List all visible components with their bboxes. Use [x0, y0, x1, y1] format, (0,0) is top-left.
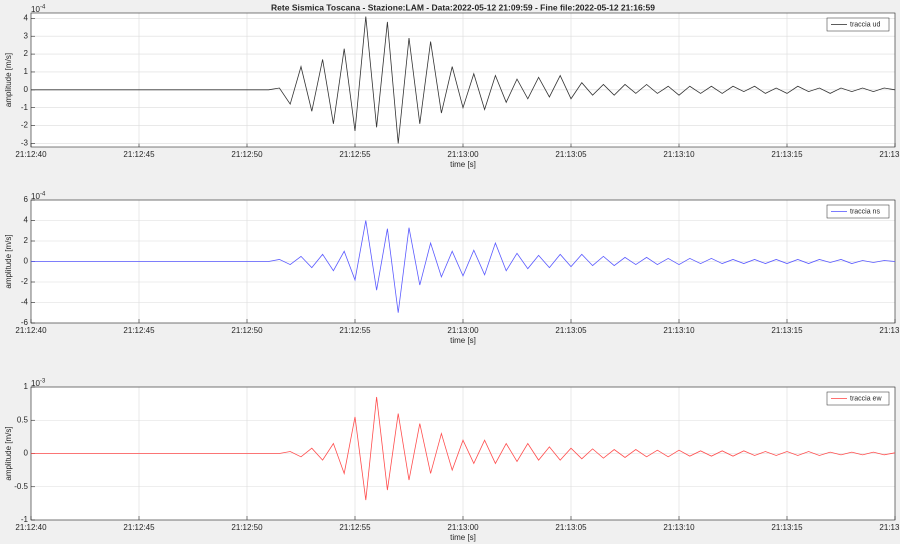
y-multiplier-exponent: -4 — [40, 5, 46, 11]
y-axis-label: amplitude [m/s] — [4, 234, 13, 288]
legend-label: traccia ew — [850, 395, 882, 402]
y-multiplier-base: 10 — [31, 192, 40, 201]
x-tick-label: 21:12:45 — [123, 150, 155, 159]
x-tick-label: 21:13:00 — [447, 150, 479, 159]
y-tick-label: -1 — [21, 103, 29, 112]
y-tick-label: 0.5 — [17, 415, 29, 424]
y-tick-label: -6 — [21, 318, 29, 327]
axes-frame — [30, 12, 896, 148]
x-tick-label: 21:13:10 — [663, 326, 695, 335]
y-tick-label: 0 — [24, 257, 29, 266]
y-tick-label: 4 — [24, 13, 29, 22]
legend-label: traccia ns — [850, 208, 880, 215]
x-tick-label: 21:13:20 — [879, 326, 900, 335]
x-axis-label: time [s] — [450, 533, 476, 542]
y-tick-label: -2 — [21, 277, 29, 286]
y-tick-label: 2 — [24, 236, 29, 245]
x-tick-label: 21:12:45 — [123, 523, 155, 532]
x-tick-label: 21:13:00 — [447, 326, 479, 335]
y-tick-label: 3 — [24, 31, 29, 40]
trace-line — [31, 16, 896, 144]
y-tick-label: 4 — [24, 216, 29, 225]
x-axis-label: time [s] — [450, 160, 476, 169]
trace-line — [31, 396, 896, 501]
x-tick-label: 21:12:55 — [339, 326, 371, 335]
x-tick-label: 21:12:45 — [123, 326, 155, 335]
x-tick-label: 21:12:40 — [15, 150, 47, 159]
y-multiplier-base: 10 — [31, 5, 40, 14]
y-tick-label: 1 — [24, 382, 29, 391]
x-tick-label: 21:12:55 — [339, 523, 371, 532]
x-tick-label: 21:13:10 — [663, 523, 695, 532]
x-tick-label: 21:13:00 — [447, 523, 479, 532]
x-tick-label: 21:13:10 — [663, 150, 695, 159]
legend-box — [826, 17, 890, 32]
y-tick-label: -3 — [21, 139, 29, 148]
x-tick-label: 21:13:15 — [771, 523, 803, 532]
y-tick-label: 0 — [24, 85, 29, 94]
x-tick-label: 21:13:20 — [879, 523, 900, 532]
trace-line — [31, 220, 896, 313]
x-axis-label: time [s] — [450, 336, 476, 345]
chart-title: Rete Sismica Toscana - Stazione:LAM - Da… — [271, 2, 655, 12]
x-tick-label: 21:13:15 — [771, 326, 803, 335]
y-tick-label: -1 — [21, 515, 29, 524]
y-tick-label: -2 — [21, 121, 29, 130]
y-tick-label: -0.5 — [14, 482, 28, 491]
y-tick-label: 1 — [24, 67, 29, 76]
x-tick-label: 21:12:50 — [231, 150, 263, 159]
x-tick-label: 21:12:55 — [339, 150, 371, 159]
x-tick-label: 21:12:40 — [15, 523, 47, 532]
x-tick-label: 21:12:50 — [231, 523, 263, 532]
legend-box — [826, 204, 890, 219]
x-tick-label: 21:13:05 — [555, 150, 587, 159]
y-axis-label: amplitude [m/s] — [4, 426, 13, 480]
legend-label: traccia ud — [850, 21, 880, 28]
y-tick-label: 6 — [24, 195, 29, 204]
y-axis-label: amplitude [m/s] — [4, 53, 13, 107]
y-multiplier-base: 10 — [31, 379, 40, 388]
y-tick-label: -4 — [21, 298, 29, 307]
x-tick-label: 21:12:50 — [231, 326, 263, 335]
legend-box — [826, 391, 890, 406]
y-tick-label: 2 — [24, 49, 29, 58]
x-tick-label: 21:13:05 — [555, 326, 587, 335]
x-tick-label: 21:13:15 — [771, 150, 803, 159]
x-tick-label: 21:13:05 — [555, 523, 587, 532]
y-multiplier-exponent: -3 — [40, 379, 46, 385]
x-tick-label: 21:13:20 — [879, 150, 900, 159]
y-tick-label: 0 — [24, 449, 29, 458]
y-multiplier-exponent: -4 — [40, 192, 46, 198]
x-tick-label: 21:12:40 — [15, 326, 47, 335]
